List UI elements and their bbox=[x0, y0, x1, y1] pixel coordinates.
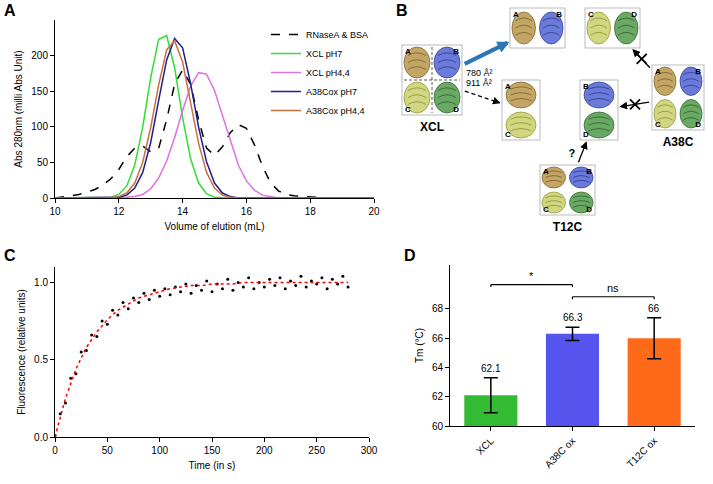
html-text:D: D bbox=[404, 247, 416, 264]
svg-text:Tm (°C): Tm (°C) bbox=[414, 328, 425, 363]
svg-text:A38C: A38C bbox=[663, 135, 694, 149]
svg-text:911 Å²: 911 Å² bbox=[466, 78, 492, 88]
svg-text:A38C ox: A38C ox bbox=[543, 435, 578, 470]
svg-text:C: C bbox=[655, 120, 661, 129]
svg-text:16: 16 bbox=[241, 206, 253, 217]
svg-text:T12C ox: T12C ox bbox=[625, 435, 660, 470]
svg-text:XCL: XCL bbox=[474, 435, 496, 457]
svg-text:0.5: 0.5 bbox=[34, 354, 48, 365]
svg-text:A: A bbox=[655, 67, 661, 76]
svg-text:C: C bbox=[588, 10, 594, 19]
svg-text:*: * bbox=[529, 270, 534, 282]
svg-text:A: A bbox=[405, 47, 411, 56]
svg-text:50: 50 bbox=[102, 445, 114, 456]
svg-text:B: B bbox=[556, 10, 562, 19]
svg-text:A38Cox pH4,4: A38Cox pH4,4 bbox=[306, 106, 365, 116]
svg-text:20: 20 bbox=[368, 206, 380, 217]
svg-text:66.3: 66.3 bbox=[563, 312, 583, 323]
svg-text:B: B bbox=[453, 47, 459, 56]
svg-text:B: B bbox=[583, 82, 589, 91]
html-text:A: A bbox=[4, 2, 16, 19]
svg-text:12: 12 bbox=[113, 206, 125, 217]
svg-text:150: 150 bbox=[31, 86, 48, 97]
svg-text:0.0: 0.0 bbox=[34, 432, 48, 443]
svg-text:D: D bbox=[453, 105, 459, 114]
svg-text:64: 64 bbox=[432, 362, 444, 373]
svg-text:1.0: 1.0 bbox=[34, 277, 48, 288]
svg-text:68: 68 bbox=[432, 303, 444, 314]
svg-text:Fluorescence (relative units): Fluorescence (relative units) bbox=[16, 289, 27, 415]
svg-text:300: 300 bbox=[361, 445, 378, 456]
svg-text:C: C bbox=[543, 205, 549, 214]
svg-text:0: 0 bbox=[52, 445, 58, 456]
svg-text:10: 10 bbox=[49, 206, 61, 217]
svg-text:62: 62 bbox=[432, 391, 444, 402]
svg-text:XCL pH4,4: XCL pH4,4 bbox=[306, 68, 350, 78]
svg-text:50: 50 bbox=[37, 157, 49, 168]
svg-text:250: 250 bbox=[308, 445, 325, 456]
svg-text:A: A bbox=[505, 82, 511, 91]
svg-text:D: D bbox=[695, 120, 701, 129]
svg-text:150: 150 bbox=[204, 445, 221, 456]
svg-text:200: 200 bbox=[31, 50, 48, 61]
svg-text:D: D bbox=[631, 10, 637, 19]
svg-text:XCL pH7: XCL pH7 bbox=[306, 49, 342, 59]
svg-text:62.1: 62.1 bbox=[481, 363, 501, 374]
svg-text:Abs 280nm (milli Abs Unit): Abs 280nm (milli Abs Unit) bbox=[13, 50, 24, 167]
svg-text:A: A bbox=[543, 167, 549, 176]
svg-text:A38Cox pH7: A38Cox pH7 bbox=[306, 87, 357, 97]
svg-text:XCL: XCL bbox=[420, 120, 444, 134]
svg-text:A: A bbox=[513, 10, 519, 19]
svg-text:0: 0 bbox=[42, 193, 48, 204]
svg-text:RNaseA & BSA: RNaseA & BSA bbox=[306, 30, 368, 40]
svg-text:14: 14 bbox=[177, 206, 189, 217]
svg-text:C: C bbox=[405, 105, 411, 114]
svg-text:18: 18 bbox=[305, 206, 317, 217]
svg-text:C: C bbox=[505, 130, 511, 139]
svg-text:66: 66 bbox=[432, 333, 444, 344]
svg-text:D: D bbox=[586, 205, 592, 214]
svg-text:100: 100 bbox=[151, 445, 168, 456]
svg-text:ns: ns bbox=[607, 282, 619, 294]
svg-text:B: B bbox=[586, 167, 592, 176]
html-text:C: C bbox=[4, 247, 16, 264]
svg-text:?: ? bbox=[569, 147, 576, 159]
svg-text:B: B bbox=[396, 2, 408, 19]
svg-text:D: D bbox=[583, 130, 589, 139]
svg-text:Time (in s): Time (in s) bbox=[189, 460, 236, 471]
svg-text:B: B bbox=[695, 67, 701, 76]
svg-text:Volume of elution (mL): Volume of elution (mL) bbox=[164, 221, 264, 232]
svg-text:100: 100 bbox=[31, 121, 48, 132]
svg-text:T12C: T12C bbox=[553, 220, 583, 234]
svg-text:60: 60 bbox=[432, 421, 444, 432]
svg-text:780 Å²: 780 Å² bbox=[466, 68, 493, 78]
svg-text:66: 66 bbox=[648, 303, 660, 314]
svg-text:200: 200 bbox=[256, 445, 273, 456]
